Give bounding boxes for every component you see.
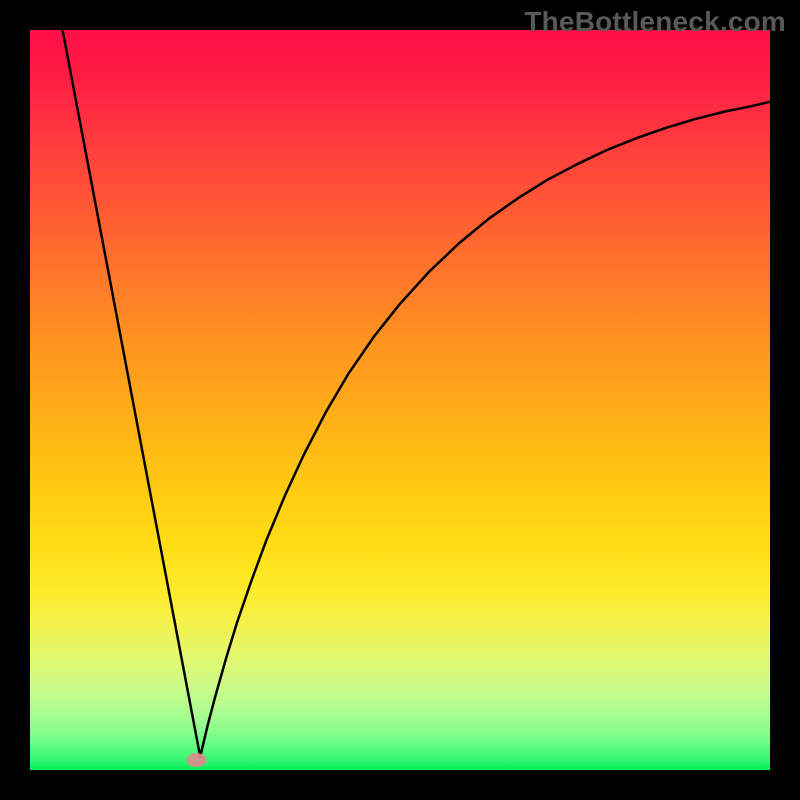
bottleneck-chart [0,0,800,800]
minimum-marker [187,753,207,767]
watermark-text: TheBottleneck.com [524,6,786,38]
chart-stage: TheBottleneck.com [0,0,800,800]
plot-background [30,30,770,770]
